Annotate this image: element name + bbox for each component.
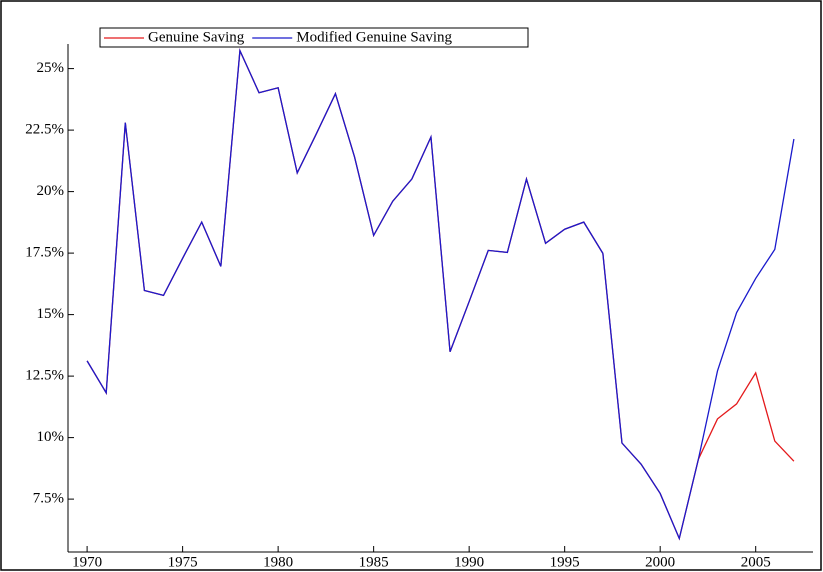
y-tick-label: 25%: [37, 60, 65, 76]
x-tick-label: 1980: [263, 554, 293, 570]
y-tick-label: 17.5%: [25, 245, 64, 261]
y-tick-label: 20%: [37, 183, 65, 199]
legend-box: [99, 27, 529, 48]
y-tick-label: 15%: [37, 306, 65, 322]
series-line: [86, 48, 795, 541]
y-tick-label: 22.5%: [25, 122, 64, 138]
legend-label: Modified Genuine Saving: [296, 29, 452, 45]
x-tick-label: 1990: [454, 554, 484, 570]
legend-label: Genuine Saving: [148, 29, 245, 45]
x-tick-label: 2000: [645, 554, 675, 570]
y-tick-label: 7.5%: [33, 491, 64, 507]
x-tick-label: 1975: [168, 554, 198, 570]
y-tick-label: 12.5%: [25, 368, 64, 384]
x-tick-label: 2005: [741, 554, 771, 570]
x-tick-label: 1970: [72, 554, 102, 570]
x-tick-label: 1995: [550, 554, 580, 570]
y-tick-label: 10%: [37, 429, 65, 445]
x-tick-label: 1985: [359, 554, 389, 570]
